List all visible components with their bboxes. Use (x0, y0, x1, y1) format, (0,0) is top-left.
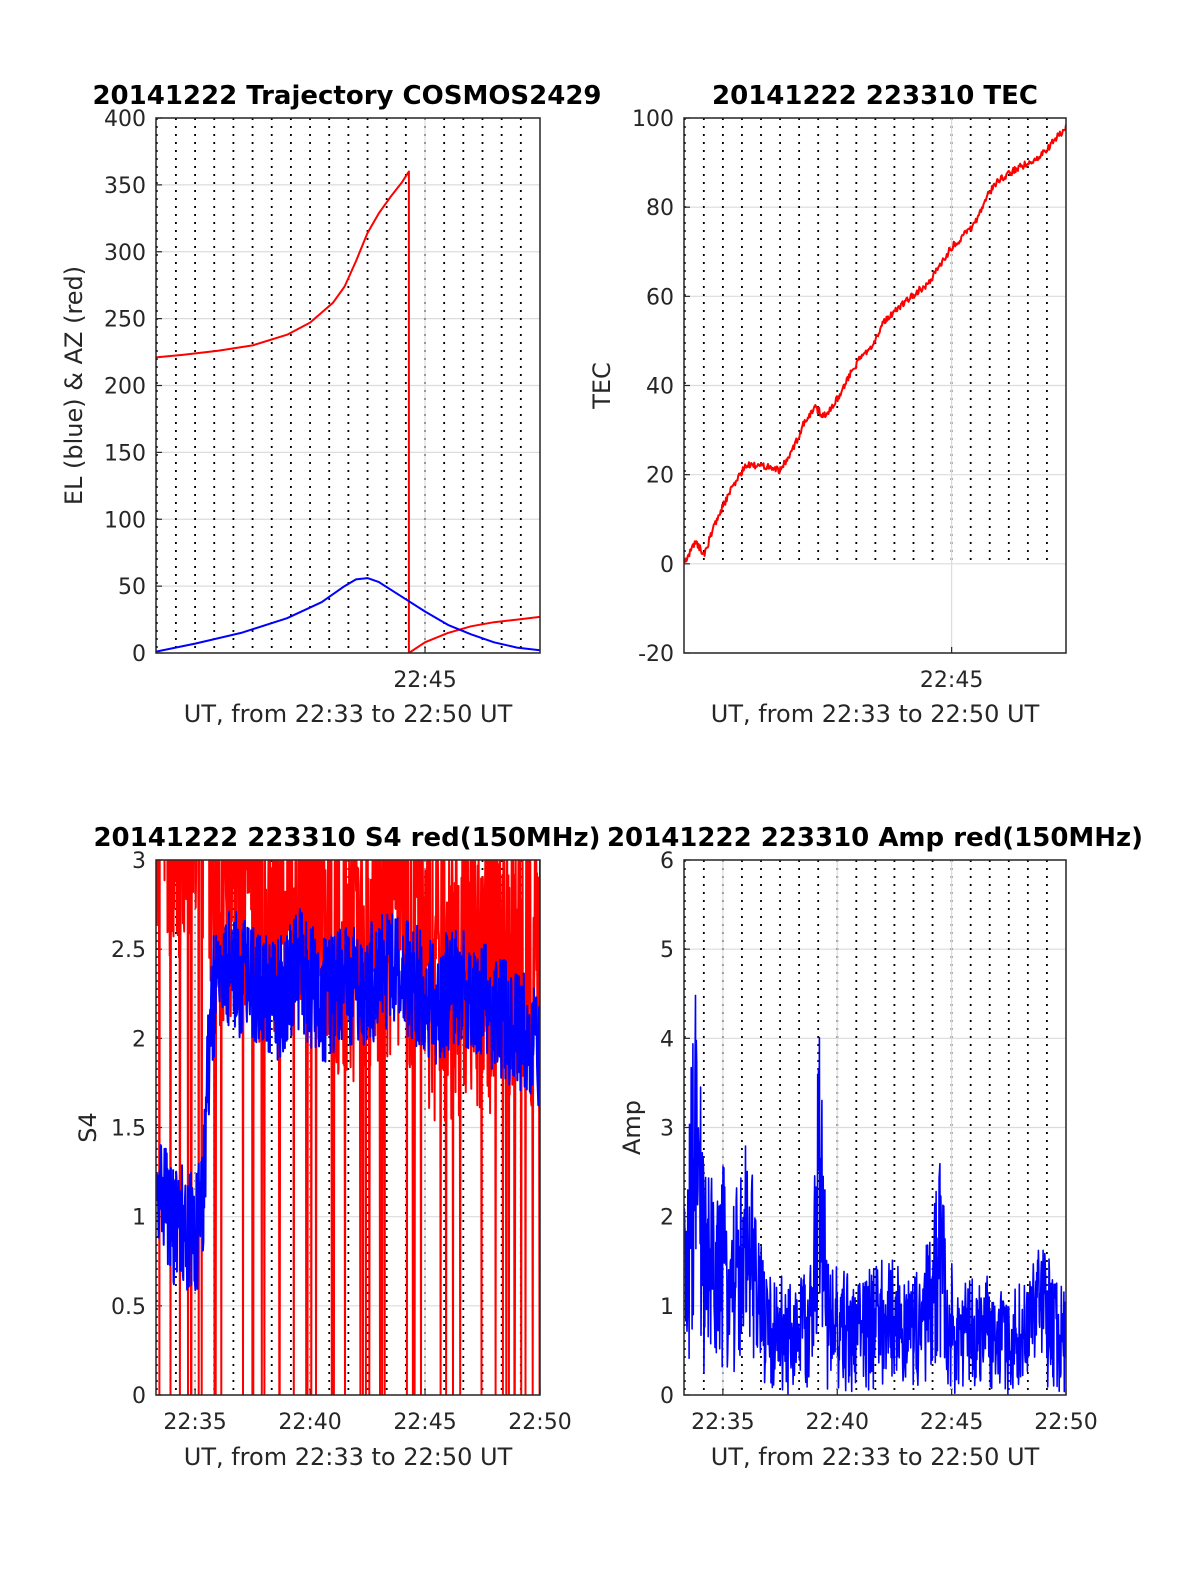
series-line-el (156, 577, 540, 653)
y-tick-label: 3 (132, 849, 146, 874)
y-tick-label: -20 (638, 642, 674, 667)
y-tick-label: 40 (646, 375, 674, 400)
y-tick-label: 20 (646, 464, 674, 489)
chart-title-amp: 20141222 223310 Amp red(150MHz) (607, 823, 1143, 853)
x-axis-label-trajectory: UT, from 22:33 to 22:50 UT (184, 700, 513, 728)
y-tick-label: 6 (660, 849, 674, 874)
x-axis-label-tec: UT, from 22:33 to 22:50 UT (711, 700, 1040, 728)
x-axis-label-amp: UT, from 22:33 to 22:50 UT (711, 1443, 1040, 1471)
y-axis-label-tec: TEC (588, 362, 616, 410)
x-tick-label: 22:40 (806, 1410, 869, 1435)
y-tick-label: 0 (132, 642, 146, 667)
x-tick-label: 22:45 (393, 668, 456, 693)
panel-amp: 20141222 223310 Amp red(150MHz) UT, from… (607, 823, 1143, 1471)
y-tick-label: 1.5 (111, 1117, 146, 1142)
x-tick-label: 22:50 (508, 1410, 571, 1435)
x-tick-label: 22:35 (163, 1410, 226, 1435)
series-line-tec (684, 124, 1066, 565)
panel-trajectory: 20141222 Trajectory COSMOS2429 UT, from … (60, 81, 602, 728)
y-tick-label: 0.5 (111, 1295, 146, 1320)
y-tick-label: 1 (132, 1206, 146, 1231)
y-tick-label: 100 (104, 508, 146, 533)
panel-tec: 20141222 223310 TEC UT, from 22:33 to 22… (588, 81, 1067, 728)
y-tick-label: 80 (646, 196, 674, 221)
x-tick-label: 22:50 (1034, 1410, 1097, 1435)
axes-box-s4 (155, 859, 541, 1396)
series-line-s4_blue (156, 908, 540, 1292)
y-tick-label: 150 (104, 441, 146, 466)
y-tick-label: 400 (104, 107, 146, 132)
chart-title-s4: 20141222 223310 S4 red(150MHz) (93, 823, 600, 853)
y-tick-label: 250 (104, 308, 146, 333)
y-axis-label-amp: Amp (618, 1100, 646, 1155)
y-tick-label: 50 (118, 575, 146, 600)
x-tick-label: 22:45 (920, 1410, 983, 1435)
x-axis-label-s4: UT, from 22:33 to 22:50 UT (184, 1443, 513, 1471)
series-line-az (156, 170, 540, 653)
panel-s4: 20141222 223310 S4 red(150MHz) UT, from … (74, 823, 601, 1471)
chart-title-trajectory: 20141222 Trajectory COSMOS2429 (92, 81, 601, 111)
series-line-amp (684, 994, 1066, 1395)
y-tick-label: 100 (632, 107, 674, 132)
y-tick-label: 0 (660, 553, 674, 578)
y-tick-label: 350 (104, 174, 146, 199)
y-tick-label: 200 (104, 375, 146, 400)
axes-box-amp (683, 859, 1067, 1396)
y-axis-label-trajectory: EL (blue) & AZ (red) (60, 266, 88, 505)
y-tick-label: 2.5 (111, 938, 146, 963)
y-axis-label-s4: S4 (74, 1112, 102, 1143)
y-tick-label: 60 (646, 285, 674, 310)
y-tick-label: 0 (132, 1384, 146, 1409)
axes-box-tec (683, 117, 1067, 654)
y-tick-label: 2 (132, 1027, 146, 1052)
y-tick-label: 300 (104, 241, 146, 266)
x-tick-label: 22:40 (278, 1410, 341, 1435)
x-tick-label: 22:45 (920, 668, 983, 693)
chart-title-tec: 20141222 223310 TEC (712, 81, 1038, 111)
y-tick-label: 3 (660, 1117, 674, 1142)
x-tick-label: 22:45 (393, 1410, 456, 1435)
axes-box-traj (155, 117, 541, 654)
y-tick-label: 5 (660, 938, 674, 963)
y-tick-label: 2 (660, 1206, 674, 1231)
y-tick-label: 4 (660, 1027, 674, 1052)
y-tick-label: 1 (660, 1295, 674, 1320)
y-tick-label: 0 (660, 1384, 674, 1409)
x-tick-label: 22:35 (691, 1410, 754, 1435)
